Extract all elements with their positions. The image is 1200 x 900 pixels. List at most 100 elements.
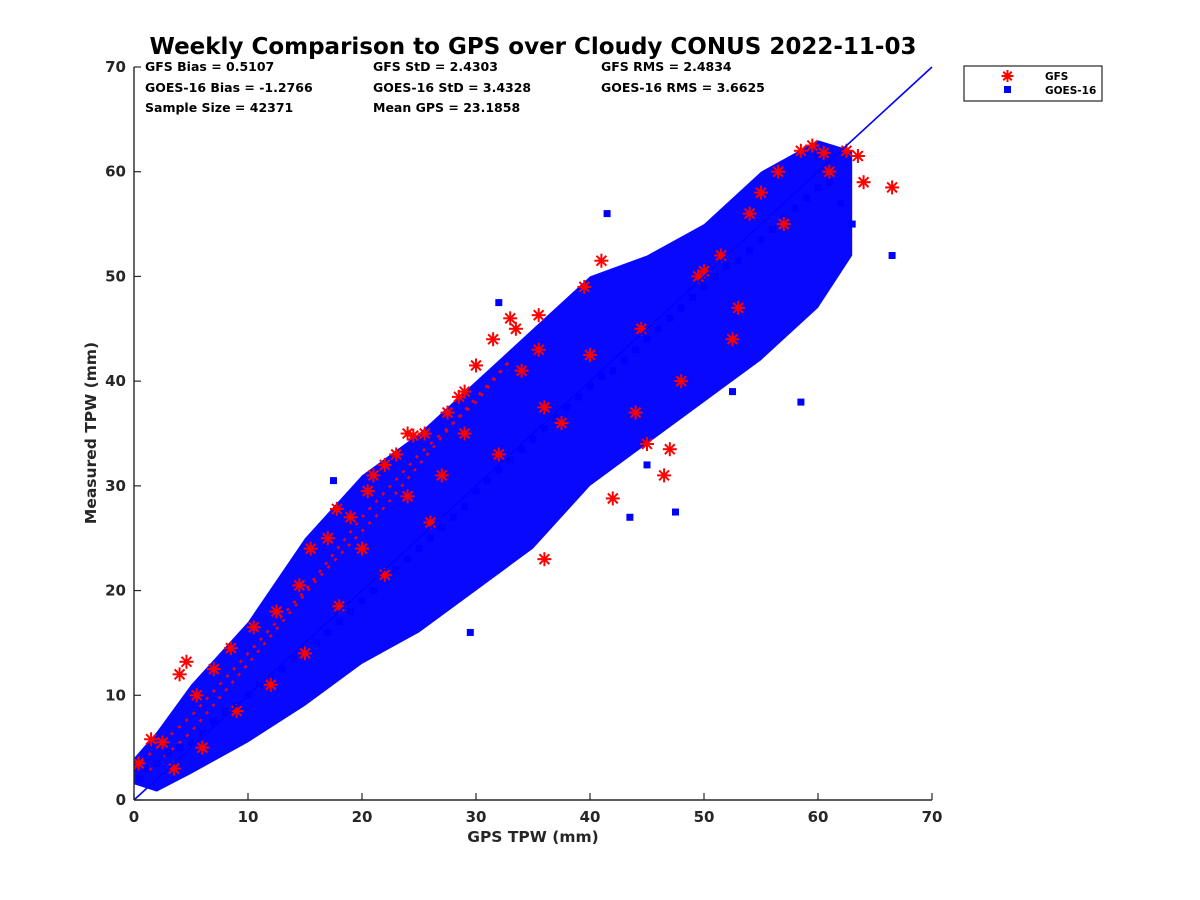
gfs-point xyxy=(206,662,221,677)
gfs-point xyxy=(400,489,415,504)
gfs-point xyxy=(776,217,791,232)
goes16-point xyxy=(643,461,651,469)
goes16-point xyxy=(797,398,805,406)
axes xyxy=(133,67,932,801)
goes16-point xyxy=(803,194,811,202)
stat-gfs-bias: GFS Bias = 0.5107 xyxy=(145,59,274,74)
chart-title: Weekly Comparison to GPS over Cloudy CON… xyxy=(150,34,917,60)
gfs-point xyxy=(355,541,369,556)
gfs-point xyxy=(725,332,740,347)
gfs-point xyxy=(577,279,592,294)
y-axis-label: Measured TPW (mm) xyxy=(82,342,100,524)
gfs-point xyxy=(434,468,449,483)
gfs-point xyxy=(298,646,312,661)
gfs-point xyxy=(657,468,672,483)
legend-goes16-marker xyxy=(1004,86,1011,93)
gfs-point xyxy=(742,206,757,221)
goes16-point xyxy=(198,728,206,736)
goes16-point xyxy=(757,236,765,244)
goes16-point xyxy=(415,545,423,553)
y-tick-label: 60 xyxy=(105,163,126,181)
gfs-point xyxy=(731,300,746,315)
goes16-point xyxy=(347,608,355,616)
x-ticks: 0 10 20 30 40 50 60 70 xyxy=(129,793,943,826)
goes16-point xyxy=(529,435,537,443)
goes16-point xyxy=(586,382,594,390)
goes16-point xyxy=(164,749,172,757)
goes16-point xyxy=(540,424,548,432)
gfs-point xyxy=(303,541,318,556)
y-tick-label: 20 xyxy=(105,582,126,600)
gfs-point xyxy=(469,358,483,373)
gfs-point xyxy=(674,374,689,389)
goes16-point xyxy=(438,524,446,532)
data-points xyxy=(134,138,900,783)
gfs-legend-asterisk xyxy=(1001,70,1014,82)
gfs-point xyxy=(343,510,358,525)
goes16-point xyxy=(518,445,526,453)
goes16-point xyxy=(563,403,571,411)
goes16-point xyxy=(597,372,605,380)
gfs-point xyxy=(320,531,335,546)
x-tick-label: 10 xyxy=(238,808,259,826)
legend: GFS GOES-16 xyxy=(963,65,1103,102)
y-tick-label: 50 xyxy=(105,267,126,285)
gfs-point xyxy=(457,384,472,399)
gfs-point xyxy=(440,405,455,420)
gfs-point xyxy=(754,185,768,200)
x-tick-label: 70 xyxy=(922,808,943,826)
gfs-point xyxy=(189,688,204,703)
goes16-point xyxy=(176,744,184,752)
goes16-point xyxy=(358,597,366,605)
goes16-point xyxy=(335,618,343,626)
goes16-point xyxy=(734,257,742,265)
gfs-point xyxy=(628,405,643,420)
stat-gfs-std: GFS StD = 2.4303 xyxy=(373,59,498,74)
goes16-point xyxy=(575,393,583,401)
goes16-point xyxy=(825,178,833,186)
y-tick-label: 0 xyxy=(116,791,126,809)
goes16-point xyxy=(677,304,685,312)
y-tick-label: 40 xyxy=(105,372,126,390)
gfs-point xyxy=(554,416,569,431)
gfs-point xyxy=(816,145,831,160)
gfs-point xyxy=(531,308,546,323)
goes16-point xyxy=(814,183,822,191)
goes16-point xyxy=(700,283,708,291)
gfs-point xyxy=(360,484,375,499)
goes16-point xyxy=(472,487,480,495)
gfs-point xyxy=(856,175,871,190)
legend-box xyxy=(963,65,1103,102)
x-tick-label: 0 xyxy=(129,808,139,826)
goes16-point xyxy=(723,262,731,270)
y-tick-label: 70 xyxy=(105,58,126,76)
goes16-point xyxy=(187,738,195,746)
stat-gfs-rms: GFS RMS = 2.4834 xyxy=(601,59,732,74)
gfs-point xyxy=(486,332,501,347)
goes16-point xyxy=(392,566,400,574)
x-tick-label: 40 xyxy=(580,808,601,826)
point-cloud xyxy=(134,140,853,792)
x-axis-label: GPS TPW (mm) xyxy=(467,828,599,846)
legend-goes16-label: GOES-16 xyxy=(1045,85,1096,97)
goes16-point xyxy=(603,210,611,218)
goes16-point xyxy=(221,707,229,715)
gfs-point xyxy=(134,756,146,771)
gfs-point xyxy=(377,457,392,472)
gfs-point xyxy=(508,321,523,336)
goes16-point xyxy=(632,346,640,354)
stat-mean-gps: Mean GPS = 23.1858 xyxy=(373,100,520,115)
stat-sample-size: Sample Size = 42371 xyxy=(145,100,293,115)
goes16-point xyxy=(278,665,286,673)
goes16-point xyxy=(626,513,634,521)
goes16-point xyxy=(312,639,320,647)
gfs-point xyxy=(389,447,404,462)
goes16-point xyxy=(153,759,161,767)
goes16-point xyxy=(689,293,697,301)
gfs-point xyxy=(223,641,238,656)
gfs-point xyxy=(531,342,546,357)
gfs-point xyxy=(366,468,381,483)
stat-goes16-rms: GOES-16 RMS = 3.6625 xyxy=(601,80,765,95)
goes16-point xyxy=(136,775,144,783)
